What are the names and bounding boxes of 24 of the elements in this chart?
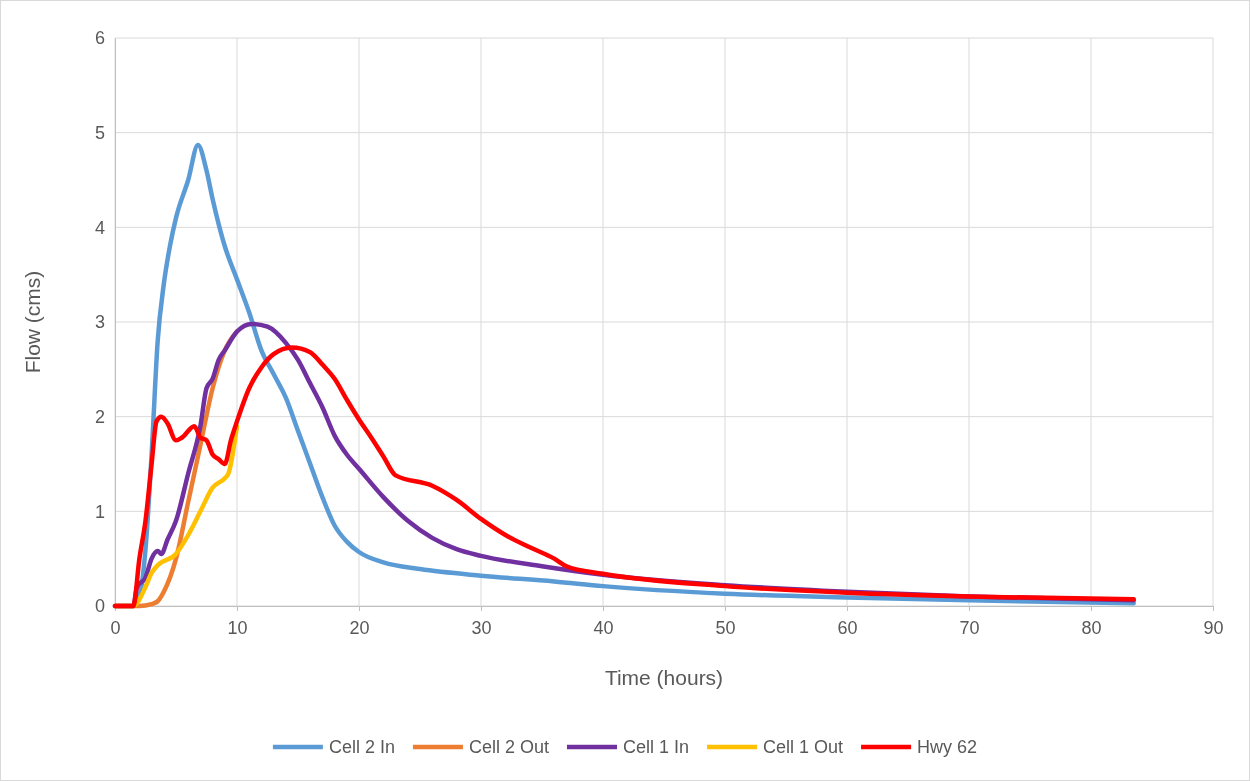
legend-label: Hwy 62 [917,737,978,757]
x-tick-label: 90 [1203,617,1224,638]
y-tick-label: 2 [94,406,105,427]
legend-label: Cell 2 In [328,737,395,757]
y-tick-label: 0 [94,596,105,617]
y-tick-label: 1 [94,501,105,522]
x-tick-label: 40 [593,617,614,638]
y-tick-label: 4 [94,217,105,238]
x-axis-title: Time (hours) [604,666,724,689]
x-tick-label: 20 [349,617,370,638]
x-tick-label: 80 [1081,617,1102,638]
x-tick-label: 60 [837,617,858,638]
y-tick-label: 5 [94,122,105,143]
legend-label: Cell 2 Out [468,737,549,757]
legend-label: Cell 1 Out [763,737,844,757]
x-tick-label: 10 [227,617,248,638]
y-axis-title: Flow (cms) [21,270,44,374]
x-tick-label: 30 [471,617,492,638]
x-tick-label: 0 [110,617,121,638]
x-tick-label: 50 [715,617,736,638]
y-tick-label: 3 [94,312,105,333]
x-tick-label: 70 [959,617,980,638]
y-tick-label: 6 [94,28,105,49]
legend-label: Cell 1 In [622,737,690,757]
